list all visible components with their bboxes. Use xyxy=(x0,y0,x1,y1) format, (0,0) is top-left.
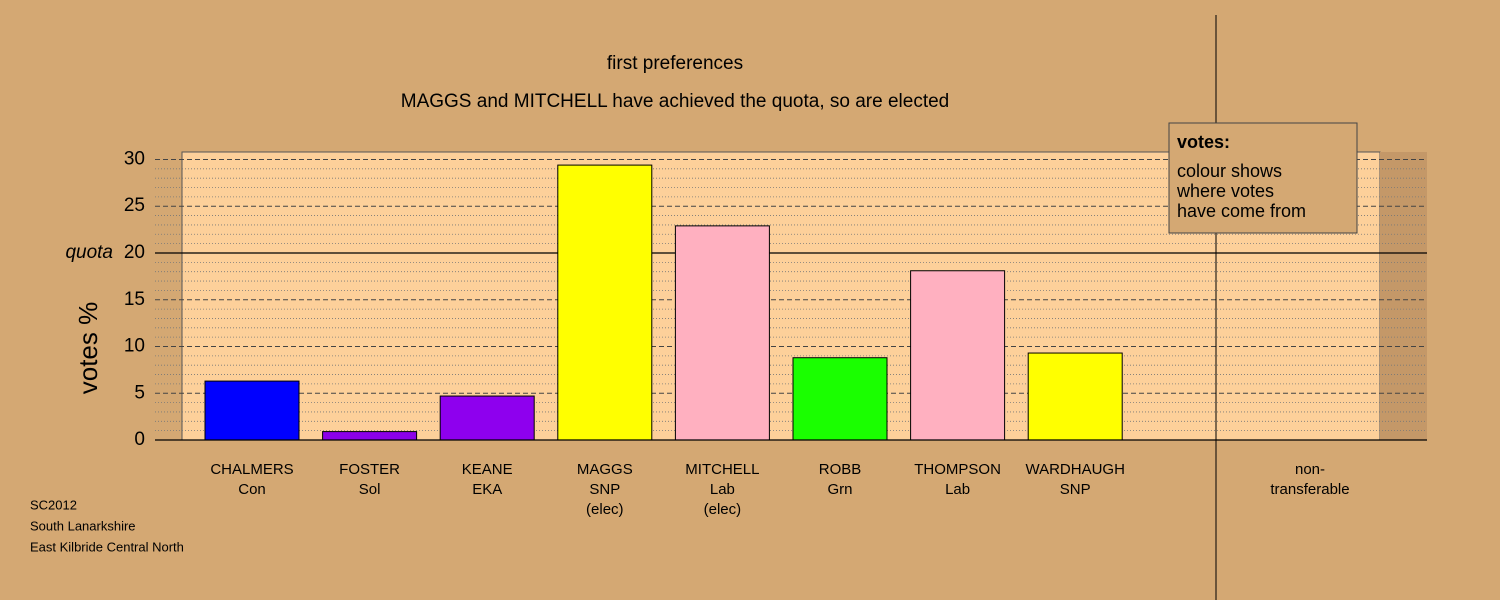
bar xyxy=(204,380,300,441)
footer-text: East Kilbride Central North xyxy=(30,539,184,554)
chart-subtitle: MAGGS and MITCHELL have achieved the quo… xyxy=(401,91,950,112)
bar xyxy=(910,270,1006,441)
footer-text: South Lanarkshire xyxy=(30,518,136,533)
y-tick-label: 0 xyxy=(134,429,145,450)
x-tick-label: Sol xyxy=(359,481,381,498)
y-tick-label: 20 xyxy=(124,242,145,263)
bar xyxy=(557,164,653,441)
bar xyxy=(792,357,888,441)
x-tick-label: WARDHAUGH xyxy=(1025,461,1124,478)
bar xyxy=(674,225,770,441)
footer-text: SC2012 xyxy=(30,497,77,512)
x-tick-label: EKA xyxy=(472,481,502,498)
x-tick-label: ROBB xyxy=(819,461,862,478)
x-tick-label: (elec) xyxy=(704,501,742,518)
y-tick-label: 25 xyxy=(124,195,145,216)
y-axis-label: votes % xyxy=(73,302,103,395)
x-tick-label: SNP xyxy=(1060,481,1091,498)
x-tick-label: MITCHELL xyxy=(685,461,759,478)
y-tick-label: 30 xyxy=(124,148,145,169)
y-tick-label: 10 xyxy=(124,336,145,357)
x-tick-label: Con xyxy=(238,481,266,498)
x-tick-label: SNP xyxy=(589,481,620,498)
x-tick-label: KEANE xyxy=(462,461,513,478)
x-tick-label: non- xyxy=(1295,461,1325,478)
bar xyxy=(1027,352,1123,441)
bar xyxy=(322,431,418,441)
y-tick-label: 15 xyxy=(124,289,145,310)
bar xyxy=(439,395,535,441)
x-tick-label: (elec) xyxy=(586,501,624,518)
legend-text: colour shows xyxy=(1177,161,1282,181)
x-tick-label: Lab xyxy=(945,481,970,498)
x-tick-label: THOMPSON xyxy=(914,461,1001,478)
legend-text: have come from xyxy=(1177,201,1306,221)
y-tick-label: 5 xyxy=(134,382,145,403)
x-tick-label: Grn xyxy=(827,481,852,498)
x-tick-label: MAGGS xyxy=(577,461,633,478)
chart-title: first preferences xyxy=(607,53,743,74)
x-tick-label: CHALMERS xyxy=(210,461,293,478)
x-tick-label: Lab xyxy=(710,481,735,498)
legend-box xyxy=(1168,122,1358,234)
x-tick-label: FOSTER xyxy=(339,461,400,478)
quota-label: quota xyxy=(65,242,113,263)
legend-title: votes: xyxy=(1177,132,1230,152)
x-tick-label: transferable xyxy=(1270,481,1349,498)
legend-text: where votes xyxy=(1176,181,1274,201)
plot-margin xyxy=(1380,152,1427,440)
